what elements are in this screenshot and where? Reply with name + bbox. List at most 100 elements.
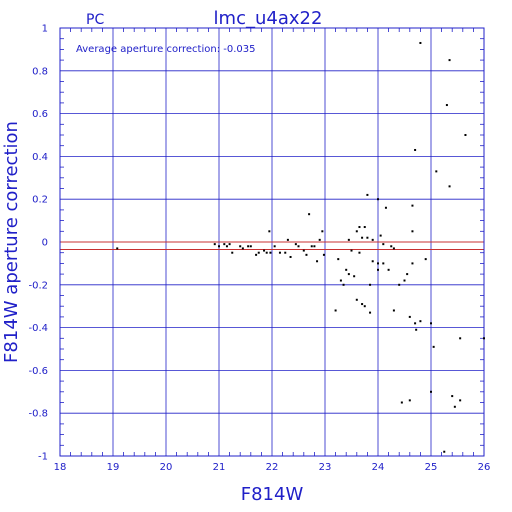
data-point [419, 41, 422, 44]
data-point [430, 322, 432, 325]
x-tick-label: 18 [54, 462, 67, 473]
x-tick-label: 19 [107, 462, 120, 473]
data-point [414, 322, 417, 325]
data-point [347, 238, 350, 241]
data-point [363, 305, 366, 308]
data-point [278, 251, 281, 254]
data-point [358, 251, 361, 254]
data-point [116, 247, 119, 250]
data-point [406, 273, 409, 276]
x-tick-label: 20 [160, 462, 173, 473]
x-tick-label: 26 [478, 462, 491, 473]
data-point [377, 198, 379, 201]
data-point [263, 249, 266, 252]
data-point [249, 245, 252, 248]
data-point [231, 251, 234, 254]
y-tick-label: -1 [38, 452, 48, 463]
data-point [464, 134, 467, 136]
data-point [302, 249, 305, 252]
data-point [398, 283, 401, 286]
y-tick-label: -0.8 [28, 409, 48, 420]
data-point [269, 251, 272, 254]
data-point [414, 148, 417, 151]
data-point [424, 258, 427, 261]
data-point [294, 243, 297, 246]
data-point [448, 59, 451, 62]
data-point [286, 238, 289, 241]
data-point [265, 251, 268, 254]
data-point [225, 245, 228, 248]
data-point [411, 230, 414, 233]
data-point [369, 311, 372, 314]
data-point [321, 230, 324, 233]
data-point [353, 275, 356, 278]
data-point [355, 230, 358, 233]
y-axis-label: F814W aperture correction [1, 121, 22, 363]
data-point [371, 238, 374, 241]
data-point [445, 104, 448, 107]
y-tick-label: 0.4 [32, 152, 48, 163]
y-tick-label: -0.4 [28, 323, 48, 334]
data-point [382, 262, 385, 265]
data-point [358, 226, 361, 229]
data-point [218, 245, 220, 248]
data-point [361, 303, 364, 306]
y-tick-labels: -1 -0.8 -0.6 -0.4 -0.2 0 0.2 0.4 0.6 0.8 1 [28, 24, 48, 463]
data-point [361, 236, 364, 239]
data-point [310, 245, 313, 248]
data-point [415, 328, 418, 331]
tick-marks [60, 28, 484, 456]
data-point [268, 230, 271, 233]
data-point [213, 243, 216, 246]
camera-label: PC [86, 12, 104, 28]
data-point [379, 234, 382, 237]
x-tick-label: 24 [372, 462, 385, 473]
data-point [257, 251, 260, 254]
data-point [443, 450, 446, 453]
data-point [350, 249, 353, 252]
data-point [448, 185, 451, 188]
data-point [430, 390, 432, 393]
data-point [411, 204, 414, 207]
data-point [432, 345, 435, 348]
data-point [403, 279, 406, 282]
x-axis-label: F814W [241, 484, 304, 505]
data-point [223, 243, 226, 246]
data-point [387, 268, 390, 271]
data-point [241, 247, 244, 250]
data-point [308, 213, 311, 216]
data-point [459, 337, 462, 340]
data-point [408, 315, 411, 318]
y-tick-label: -0.6 [28, 366, 48, 377]
data-point [419, 320, 422, 323]
data-point [228, 243, 231, 246]
y-tick-label: 0.6 [32, 109, 48, 120]
data-point [305, 253, 308, 256]
data-point [459, 399, 462, 402]
data-point [255, 253, 258, 256]
data-point [334, 309, 337, 312]
data-point [322, 253, 325, 256]
data-point [435, 170, 438, 173]
data-point [377, 268, 379, 271]
data-point [345, 268, 348, 271]
data-point [337, 258, 340, 261]
data-point [247, 245, 250, 248]
plot-frame [59, 27, 485, 457]
chart-title: lmc_u4ax22 [214, 8, 323, 29]
data-point [390, 245, 393, 248]
data-point [483, 337, 485, 340]
data-point [284, 251, 287, 254]
data-point [453, 405, 456, 408]
data-point [239, 245, 242, 248]
grid-layer [59, 27, 485, 457]
data-point [318, 238, 321, 241]
average-correction-annotation: Average aperture correction: -0.035 [76, 44, 256, 55]
data-point [382, 243, 385, 246]
data-point [408, 399, 411, 402]
y-tick-label: 0 [42, 238, 48, 249]
y-tick-label: 1 [42, 24, 48, 35]
data-point [377, 262, 379, 265]
data-point [342, 283, 345, 286]
